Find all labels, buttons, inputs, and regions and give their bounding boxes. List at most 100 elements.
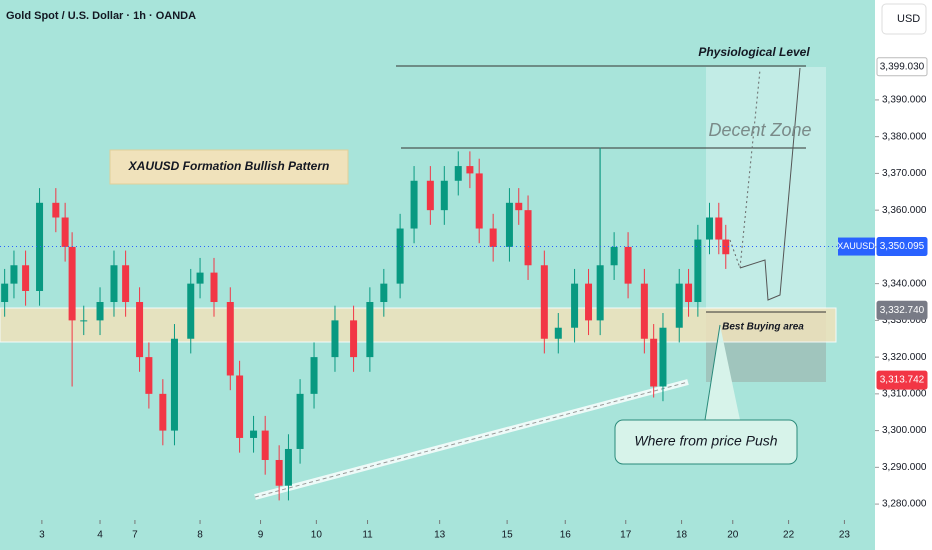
candle-body [659,327,667,387]
candle-body [80,320,88,322]
candle-body [68,246,76,321]
candle-body [705,217,713,240]
candle-body [475,173,483,229]
candle-body [505,202,513,247]
candle-body [261,430,269,460]
symbol-label: XAUUSD [837,241,875,251]
candle-body [426,180,434,211]
callout-box [614,419,798,465]
candle-body [170,338,178,431]
candle-body [122,265,130,303]
candle-body [715,217,723,240]
x-tick-label: 10 [311,530,323,541]
candle-body [466,166,474,174]
y-tick-label: 3,330.000 [882,315,927,326]
candle-body [296,393,304,449]
candle-body [440,180,448,211]
pattern-label-box [109,149,349,185]
candle-body [524,210,532,266]
candle-body [624,246,632,284]
candle-body [396,228,404,284]
x-tick-label: 18 [676,530,688,541]
candle-body [145,357,153,394]
candle-body [96,302,104,321]
candle-body [210,272,218,303]
candle-body [380,283,388,303]
candle-body [610,246,618,266]
trendline [254,381,689,498]
x-tick-label: 7 [132,530,138,541]
buying-label: Best Buying area [722,322,804,333]
y-tick-label: 3,380.000 [882,131,927,142]
x-tick-label: 3 [39,530,45,541]
y-tick-label: 3,290.000 [882,462,927,473]
candle-body [22,265,30,291]
candle-body [236,375,244,438]
candle-body [250,430,258,438]
candle-body [585,283,593,321]
zone-label: Decent Zone [708,120,811,140]
price-tag [876,370,928,390]
x-tick-label: 20 [727,530,739,541]
price-tag-label: 3,313.742 [880,375,925,386]
y-tick-label: 3,340.000 [882,278,927,289]
physiological-label: Physiological Level [698,45,810,59]
projection-path [739,67,801,301]
candle-body [571,283,579,328]
y-tick-label: 3,300.000 [882,425,927,436]
candle-body [275,459,283,486]
candle-body [366,302,374,358]
price-tag [876,300,928,320]
x-tick-label: 13 [434,530,446,541]
price-tag [876,237,928,257]
x-tick-label: 15 [502,530,514,541]
candle-body [284,448,292,486]
y-tick-label: 3,280.000 [882,499,927,510]
x-tick-label: 4 [97,530,103,541]
currency-label[interactable]: USD [897,13,920,25]
x-tick-label: 23 [839,530,851,541]
time-axis [0,520,875,550]
x-tick-label: 22 [783,530,795,541]
x-tick-label: 11 [362,530,373,541]
y-tick-label: 3,320.000 [882,352,927,363]
price-tag-label: 3,332.740 [880,305,925,316]
candle-body [596,265,604,321]
candle-body [187,283,195,339]
x-tick-label: 8 [197,530,203,541]
chart-title: Gold Spot / U.S. Dollar · 1h · OANDA [6,10,196,22]
price-tag [876,57,928,77]
x-tick-label: 17 [620,530,632,541]
candle-body [694,239,702,303]
candle-body [196,272,204,284]
symbol-tag [838,237,875,256]
candle-body [540,265,548,339]
candle-body [489,228,497,247]
candle-body [554,327,562,339]
currency-button[interactable] [881,3,927,35]
price-axis [875,0,932,550]
candle-body [410,180,418,229]
y-tick-label: 3,390.000 [882,95,927,106]
y-tick-label: 3,360.000 [882,205,927,216]
candle-body [331,320,339,358]
candle-body [650,338,658,387]
price-tag-label: 3,399.030 [880,61,925,72]
price-tag-label: 3,350.095 [880,241,925,252]
candle-body [10,265,18,284]
candle-body [36,202,44,291]
candle-body [454,166,462,181]
candle-body [640,283,648,339]
candle-body [136,302,144,358]
candle-body [226,302,234,376]
candle-body [675,283,683,328]
x-tick-label: 9 [258,530,264,541]
y-tick-label: 3,310.000 [882,388,927,399]
candle-body [722,239,730,255]
candle-body [515,202,523,211]
candle-body [159,393,167,431]
y-tick-label: 3,370.000 [882,168,927,179]
pattern-label: XAUUSD Formation Bullish Pattern [128,159,330,173]
candle-body [110,265,118,303]
